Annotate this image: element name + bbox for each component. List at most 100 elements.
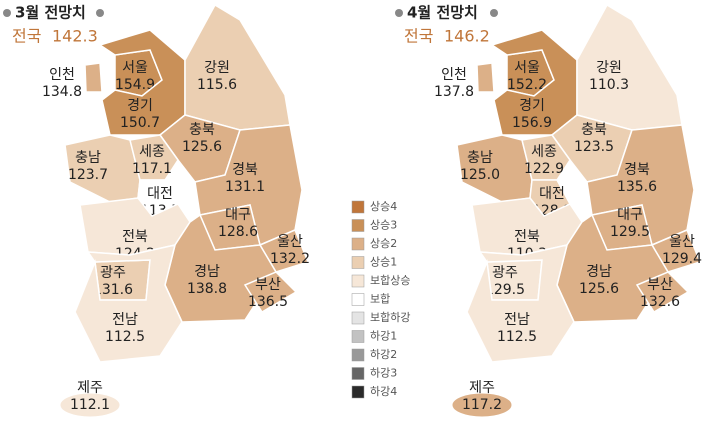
region-name: 경남 — [586, 264, 612, 280]
region — [74, 244, 183, 363]
legend-label: 보합하강 — [370, 310, 410, 324]
region-value: 154.9 — [115, 77, 155, 93]
region-name: 충북 — [581, 122, 607, 138]
region-value: 152.2 — [507, 77, 547, 93]
region-name: 울산 — [669, 234, 695, 250]
region-name: 세종 — [139, 144, 165, 160]
region-value: 125.0 — [460, 167, 500, 183]
region-value: 117.1 — [132, 161, 172, 177]
region-value: 110.3 — [589, 77, 629, 93]
region-name: 전북 — [122, 229, 148, 245]
national-value: 146.2 — [444, 27, 490, 46]
region-value: 112.5 — [497, 329, 537, 345]
region-name: 경북 — [624, 162, 650, 178]
legend-label: 상승3 — [370, 219, 397, 232]
region-value: 131.1 — [225, 179, 265, 195]
region — [184, 3, 291, 131]
region-value: 123.5 — [574, 139, 614, 155]
legend-swatch — [351, 385, 365, 399]
region-value: 129.5 — [610, 224, 650, 240]
region-name: 강원 — [204, 60, 230, 76]
region-name: 대구 — [225, 207, 251, 223]
legend-swatch — [351, 219, 365, 232]
national-value: 142.3 — [52, 27, 98, 46]
map-title: 4월 전망치 — [407, 4, 478, 22]
region-value: 128.6 — [218, 224, 258, 240]
region-name: 전남 — [112, 312, 138, 328]
region-value: 131.6 — [93, 282, 133, 298]
region-value: 123.7 — [68, 167, 108, 183]
national-label: 전국 — [12, 27, 41, 46]
legend-label: 보합상승 — [370, 274, 410, 287]
national-label: 전국 — [404, 27, 433, 46]
legend-swatch — [351, 367, 365, 380]
region-value: 112.1 — [70, 397, 110, 413]
region-value: 129.4 — [662, 251, 702, 267]
region-value: 136.5 — [248, 294, 288, 310]
region-name: 대구 — [617, 207, 643, 223]
legend-swatch — [351, 293, 365, 306]
legend-label: 하강3 — [370, 366, 397, 380]
region-name: 광주 — [492, 265, 518, 281]
legend-swatch — [351, 237, 365, 251]
legend-label: 하강4 — [370, 384, 397, 398]
title-dot — [3, 9, 11, 17]
region — [129, 134, 179, 181]
legend-label: 상승4 — [370, 200, 397, 213]
legend-swatch — [351, 274, 365, 288]
region — [59, 392, 121, 418]
legend-swatch — [351, 256, 365, 269]
legend-label: 하강2 — [370, 347, 397, 361]
region-value: 137.8 — [434, 84, 474, 100]
region-name: 전남 — [504, 312, 530, 328]
region-value: 132.6 — [640, 294, 680, 310]
region-value: 129.5 — [485, 282, 525, 298]
title-dot — [490, 9, 498, 17]
map-title: 3월 전망치 — [15, 4, 86, 22]
region-name: 충남 — [75, 150, 101, 166]
region — [476, 62, 495, 93]
region-name: 광주 — [100, 265, 126, 281]
region-name: 서울 — [122, 60, 148, 76]
region — [451, 392, 513, 418]
region-name: 전북 — [514, 229, 540, 245]
legend-label: 상승1 — [370, 256, 397, 269]
legend-label: 보합 — [370, 293, 390, 306]
legend-label: 하강1 — [370, 329, 397, 343]
region-value: 115.6 — [197, 77, 237, 93]
region-name: 세종 — [531, 144, 557, 160]
region-value: 156.9 — [512, 115, 552, 131]
region-name: 경기 — [127, 98, 153, 114]
region-name: 서울 — [514, 60, 540, 76]
region-value: 150.7 — [120, 115, 160, 131]
region-value: 138.8 — [187, 281, 227, 297]
legend-swatch — [351, 348, 365, 362]
region-name: 대전 — [147, 186, 173, 202]
region-name: 경남 — [194, 264, 220, 280]
region-name: 대전 — [539, 186, 565, 202]
region-value: 132.2 — [270, 251, 310, 267]
legend-swatch — [351, 311, 365, 325]
region-name: 제주 — [469, 380, 495, 396]
legend-swatch — [351, 200, 365, 214]
legend-label: 상승2 — [370, 237, 397, 250]
region-name: 부산 — [255, 277, 281, 293]
title-dot — [395, 9, 403, 17]
region-value: 122.9 — [524, 161, 564, 177]
region-name: 인천 — [441, 67, 467, 83]
region-name: 제주 — [77, 380, 103, 396]
region — [466, 244, 575, 363]
legend-swatch — [351, 330, 365, 343]
region-name: 울산 — [277, 234, 303, 250]
title-dot — [96, 9, 104, 17]
region — [243, 271, 298, 314]
region-name: 충남 — [467, 150, 493, 166]
region-value: 125.6 — [579, 281, 619, 297]
region-name: 인천 — [49, 67, 75, 83]
region-name: 충북 — [189, 122, 215, 138]
region — [635, 271, 690, 314]
region — [576, 3, 683, 131]
region-name: 경기 — [519, 98, 545, 114]
region-value: 112.5 — [105, 329, 145, 345]
